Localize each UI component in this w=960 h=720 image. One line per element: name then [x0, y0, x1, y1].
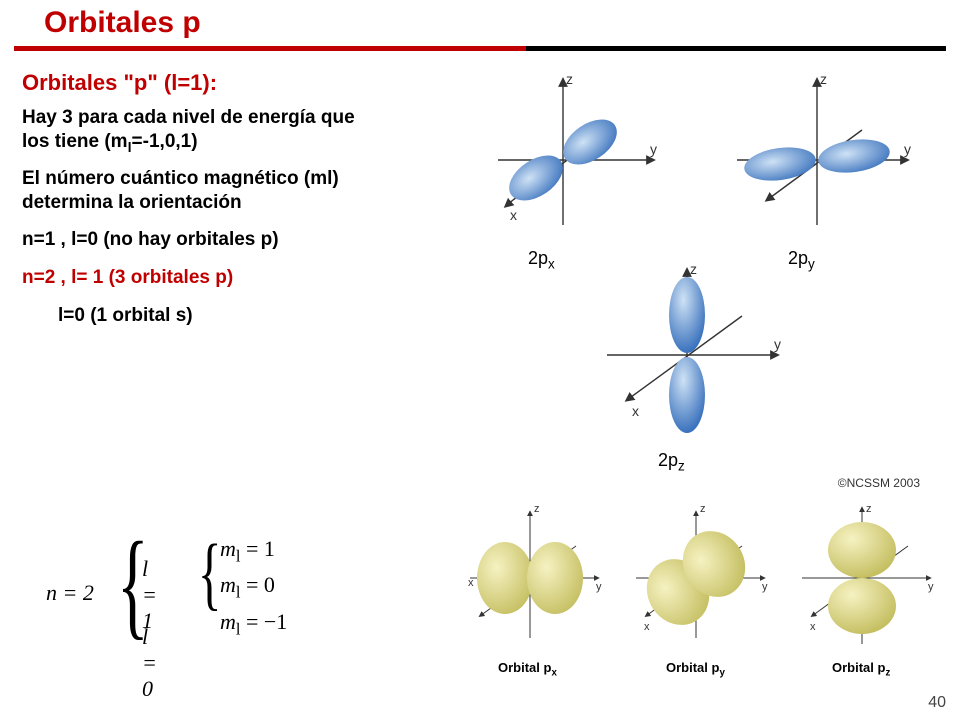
orbital-2py-diagram: z y — [712, 70, 922, 250]
axis-z: z — [566, 71, 573, 87]
axis-z: z — [866, 503, 872, 515]
axis-z: z — [534, 503, 540, 515]
bullet-2-line-b: determina la orientación — [22, 192, 242, 213]
axis-x: x — [632, 403, 639, 419]
axis-x: x — [810, 621, 816, 633]
bullet-1-line-c: =-1,0,1) — [132, 131, 198, 152]
lbl-2px-sub: x — [548, 257, 555, 272]
ml-sym-1: m — [220, 536, 236, 561]
axis-z: z — [700, 503, 706, 515]
axis-y: y — [928, 581, 934, 593]
ml-eq-m1: = −1 — [240, 609, 287, 634]
slbl-py-sub: y — [719, 668, 724, 679]
axis-z: z — [820, 71, 827, 87]
orbital-2pz-label: 2pz — [658, 450, 685, 474]
axis-x: x — [510, 207, 517, 223]
orbital-solid-pz: z y x — [782, 498, 942, 658]
bullet-1-line-b: los tiene (m — [22, 131, 128, 152]
bullet-2: El número cuántico magnético (ml) determ… — [22, 167, 442, 215]
ml-sym-0: m — [220, 572, 236, 597]
orbital-solid-px: z y x — [450, 498, 610, 658]
slide-content: Orbitales "p" (l=1): Hay 3 para cada niv… — [0, 62, 960, 720]
axis-y: y — [774, 336, 781, 352]
math-ml-1: ml = 1 — [220, 536, 340, 566]
lbl-2pz: 2p — [658, 450, 678, 470]
axis-x: x — [644, 621, 650, 633]
bullet-1: Hay 3 para cada nivel de energía que los… — [22, 106, 442, 157]
slide-title: Orbitales p — [0, 0, 960, 44]
math-ml-0: ml = 0 — [220, 572, 340, 602]
orbital-solid-pz-label: Orbital pz — [832, 660, 890, 679]
lbl-2px: 2p — [528, 248, 548, 268]
ml-eq-0: = 0 — [240, 572, 274, 597]
line-n2: n=2 , l= 1 (3 orbitales p) — [22, 267, 442, 289]
orbital-2py-label: 2py — [788, 248, 815, 272]
axis-z: z — [690, 261, 697, 277]
line-n1: n=1 , l=0 (no hay orbitales p) — [22, 229, 442, 251]
ml-eq-1: = 1 — [240, 536, 274, 561]
axis-y: y — [650, 141, 657, 157]
brace-inner: { — [198, 532, 222, 614]
axis-y: y — [596, 581, 602, 593]
math-ml-m1: ml = −1 — [220, 609, 340, 639]
slbl-px-sub: x — [551, 668, 556, 679]
axis-y: y — [762, 581, 768, 593]
page-number: 40 — [928, 694, 946, 712]
math-l1: l = 1 { ml = 1 ml = 0 ml = −1 — [142, 556, 157, 634]
orbital-2pz-diagram: z y x — [582, 260, 792, 450]
orbital-solid-px-label: Orbital px — [498, 660, 557, 679]
ml-sym-m1: m — [220, 609, 236, 634]
orbital-2px-label: 2px — [528, 248, 555, 272]
lbl-2pz-sub: z — [678, 459, 685, 474]
axis-y: y — [904, 141, 911, 157]
line-l0: l=0 (1 orbital s) — [22, 305, 442, 327]
text-column: Orbitales "p" (l=1): Hay 3 para cada niv… — [22, 62, 442, 327]
math-n2: n = 2 — [46, 580, 94, 606]
subheading: Orbitales "p" (l=1): — [22, 70, 442, 96]
math-ml-group: ml = 1 ml = 0 ml = −1 — [220, 530, 340, 645]
axis-x: x — [468, 577, 474, 589]
slbl-py: Orbital p — [666, 660, 719, 675]
copyright: ©NCSSM 2003 — [838, 476, 920, 490]
lbl-2py-sub: y — [808, 257, 815, 272]
math-l1-text: l = 1 — [142, 556, 157, 633]
slbl-pz-sub: z — [885, 668, 890, 679]
orbital-2px-diagram: z y x — [458, 70, 668, 250]
title-underline — [14, 46, 946, 51]
slbl-px: Orbital p — [498, 660, 551, 675]
orbital-solid-py: z y x — [616, 498, 776, 658]
orbital-solid-py-label: Orbital py — [666, 660, 725, 679]
slbl-pz: Orbital p — [832, 660, 885, 675]
math-l0: l = 0 — [142, 624, 157, 702]
bullet-2-line-a: El número cuántico magnético (ml) — [22, 168, 339, 189]
bullet-1-line-a: Hay 3 para cada nivel de energía que — [22, 107, 355, 128]
